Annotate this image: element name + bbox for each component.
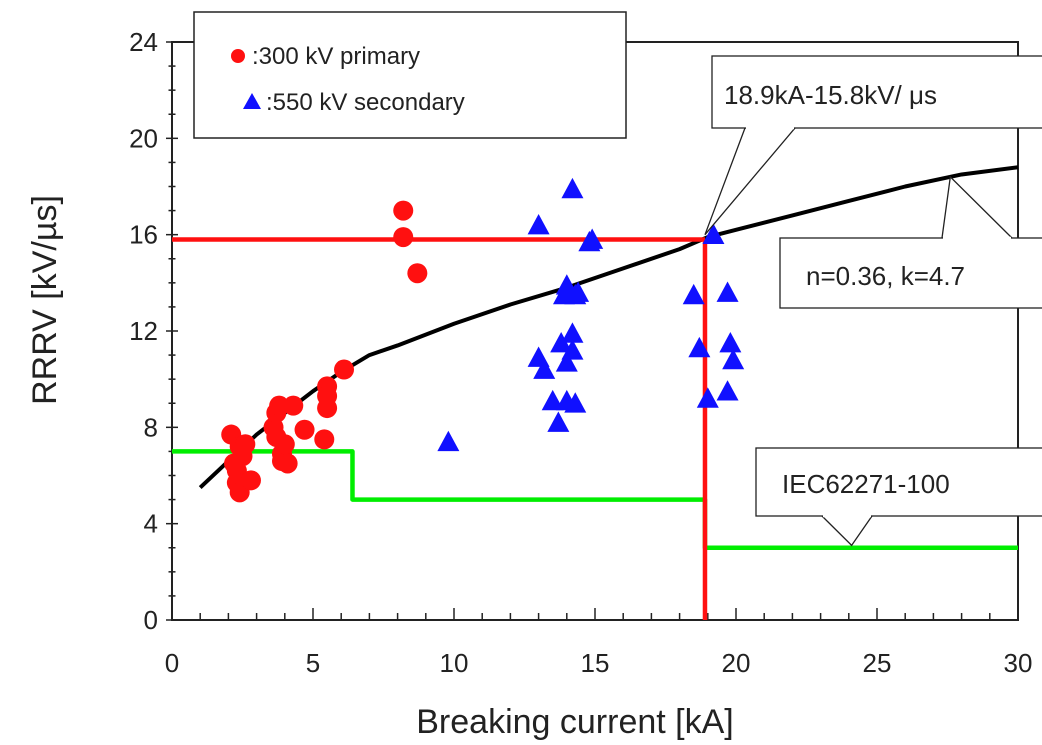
axis-ticks <box>166 41 1019 621</box>
x-tick-label: 20 <box>722 648 751 678</box>
x-tick-label: 10 <box>440 648 469 678</box>
iec-limit-line <box>172 449 1018 550</box>
secondary-point <box>533 358 556 379</box>
rated-point-label: 18.9kA-15.8kV/ μs <box>724 80 937 110</box>
secondary-point <box>702 223 725 245</box>
legend-marker-primary <box>231 49 245 63</box>
secondary-point <box>555 351 578 372</box>
secondary-point <box>716 380 739 401</box>
primary-point <box>317 398 338 419</box>
secondary-point <box>719 332 742 353</box>
y-tick-label: 20 <box>129 123 158 153</box>
secondary-point <box>567 281 590 302</box>
x-tick-label: 25 <box>863 648 892 678</box>
fit-params-label: n=0.36, k=4.7 <box>806 261 965 291</box>
y-tick-label: 24 <box>129 27 158 57</box>
legend-marker-secondary <box>243 93 261 109</box>
secondary-point <box>561 339 584 360</box>
secondary-point <box>688 336 711 358</box>
secondary-point <box>561 177 584 199</box>
secondary-point <box>550 332 573 353</box>
callouts: 18.9kA-15.8kV/ μs n=0.36, k=4.7 IEC62271-1… <box>704 55 1042 547</box>
x-tick-label: 0 <box>165 648 179 678</box>
y-tick-label: 4 <box>144 509 158 539</box>
x-axis-title: Breaking current [kA] <box>416 703 733 740</box>
y-tick-label: 12 <box>129 316 158 346</box>
tick-labels: 0 5 10 15 20 25 30 0 4 8 12 16 20 24 <box>129 27 1032 678</box>
rated-point-box <box>711 55 1042 129</box>
primary-point <box>393 200 414 221</box>
primary-point <box>334 359 355 380</box>
legend-label-primary: :300 kV primary <box>252 43 420 70</box>
legend-box <box>193 11 627 139</box>
x-tick-label: 15 <box>581 648 610 678</box>
primary-point <box>277 453 298 474</box>
secondary-point <box>547 411 570 432</box>
y-axis-title: RRRV [kV/µs] <box>26 195 64 405</box>
primary-point <box>393 227 414 248</box>
iec-standard-box <box>755 447 1042 517</box>
y-tick-label: 8 <box>144 412 158 442</box>
primary-point <box>240 470 261 491</box>
iec-standard-pointer <box>820 515 874 547</box>
secondary-point <box>437 430 460 452</box>
primary-point <box>269 395 290 416</box>
legend-label-secondary: :550 kV secondary <box>266 89 465 116</box>
secondary-point <box>561 322 584 343</box>
primary-point <box>294 419 315 440</box>
x-tick-label: 30 <box>1004 648 1033 678</box>
primary-point <box>407 263 428 284</box>
y-tick-label: 16 <box>129 220 158 250</box>
legend: :300 kV primary :550 kV secondary <box>193 11 627 139</box>
secondary-point <box>541 389 564 411</box>
x-tick-label: 5 <box>306 648 320 678</box>
secondary-point <box>682 283 705 305</box>
secondary-point <box>527 214 550 235</box>
chart-markers <box>221 177 745 503</box>
y-tick-label: 0 <box>144 605 158 635</box>
secondary-point <box>564 392 587 413</box>
primary-point <box>283 395 304 416</box>
primary-point <box>274 434 295 455</box>
secondary-point <box>722 348 745 370</box>
secondary-point <box>696 387 719 408</box>
secondary-point <box>581 228 604 249</box>
fit-params-pointer <box>941 175 1014 239</box>
primary-point <box>314 429 335 450</box>
fit-params-box <box>779 237 1042 309</box>
iec-standard-label: IEC62271-100 <box>782 469 950 499</box>
primary-point <box>235 434 256 455</box>
secondary-point <box>716 281 739 302</box>
